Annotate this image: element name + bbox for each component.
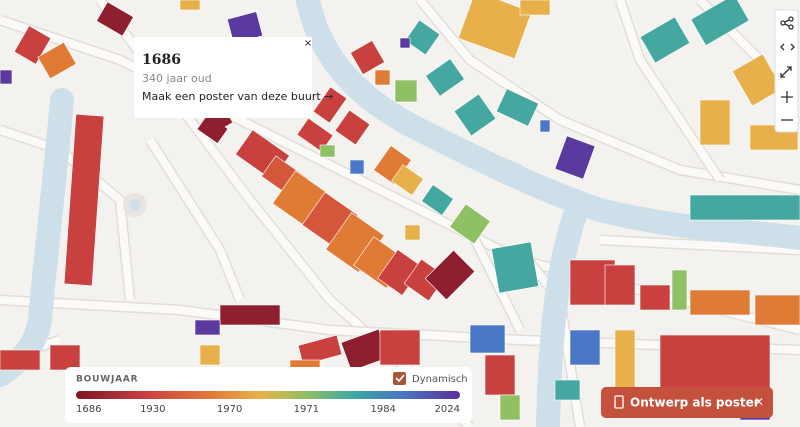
legend-tick-label: 1971 [294,404,319,415]
building [484,354,516,396]
building [319,144,336,158]
pond [129,199,141,211]
building [179,0,201,11]
share-button[interactable] [780,16,794,30]
building [639,16,691,64]
building [13,25,52,65]
poster-button-label[interactable]: Ontwerp als poster [630,396,760,410]
legend: BOUWJAAR Dynamisch 1686 1930 1970 1971 1984 2… [65,367,472,423]
building [614,329,636,391]
canal [536,203,587,427]
legend-tick-label: 1970 [217,404,242,415]
building [379,329,421,366]
building [689,289,751,316]
legend-tick-label: 1930 [140,404,165,415]
building [689,194,800,221]
building [519,0,551,16]
building [731,53,784,107]
building [554,135,596,180]
building [219,304,281,326]
fullscreen-button[interactable] [780,66,792,78]
building [391,164,424,196]
building [399,37,411,49]
building [421,184,454,216]
building [312,86,348,124]
building [569,329,601,366]
building [374,69,391,86]
building [699,99,731,146]
building [539,119,551,133]
road [466,228,524,332]
legend-ticks: 1686 1930 1970 1971 1984 2024 [76,404,460,415]
zoom-in-button[interactable] [781,91,793,103]
building [404,224,421,241]
building [194,319,221,336]
building [350,40,385,75]
popup: 1686 340 jaar oud Maak een poster van de… [134,37,333,118]
building [404,19,441,56]
building [495,88,540,127]
popup-link[interactable]: Maak een poster van deze buurt → [142,90,333,103]
popup-title: 1686 [142,52,181,68]
popup-card [134,37,312,118]
dynamic-label[interactable]: Dynamisch [412,374,468,385]
poster-button-bg[interactable] [601,387,773,418]
embed-button[interactable] [780,43,795,51]
building [639,284,671,311]
building [37,41,77,80]
building [690,0,750,46]
building [554,379,581,401]
dynamic-checkbox[interactable] [393,372,406,385]
canal [296,0,800,250]
building [334,109,371,146]
legend-tick-label: 1984 [370,404,395,415]
legend-title: BOUWJAAR [76,375,138,385]
building [469,324,506,354]
popup-age: 340 jaar oud [142,72,212,85]
popup-close[interactable]: × [304,38,312,49]
building [49,344,81,371]
checkbox-tick [395,374,405,383]
road [146,137,244,302]
building [63,113,105,287]
poster-button[interactable]: Ontwerp als poster × [601,387,773,418]
legend-tick-label: 2024 [435,404,460,415]
road [0,296,800,354]
building [457,0,533,60]
building [499,394,521,421]
building [96,1,134,37]
building [425,58,465,97]
building [604,264,636,306]
poster-icon [614,395,624,409]
building [0,69,13,85]
building [671,269,688,311]
building [449,203,491,245]
legend-tick-label: 1686 [76,404,101,415]
road [616,0,724,183]
poster-button-close[interactable]: × [754,395,764,409]
road [599,236,800,254]
building [297,334,343,366]
building [0,349,41,371]
building [491,241,539,294]
building [199,344,221,366]
color-scale [76,391,460,399]
building [424,249,476,301]
building [754,294,800,326]
building [453,93,497,137]
building [394,79,418,103]
building [349,159,365,175]
building [296,117,334,153]
map-controls [774,9,799,133]
